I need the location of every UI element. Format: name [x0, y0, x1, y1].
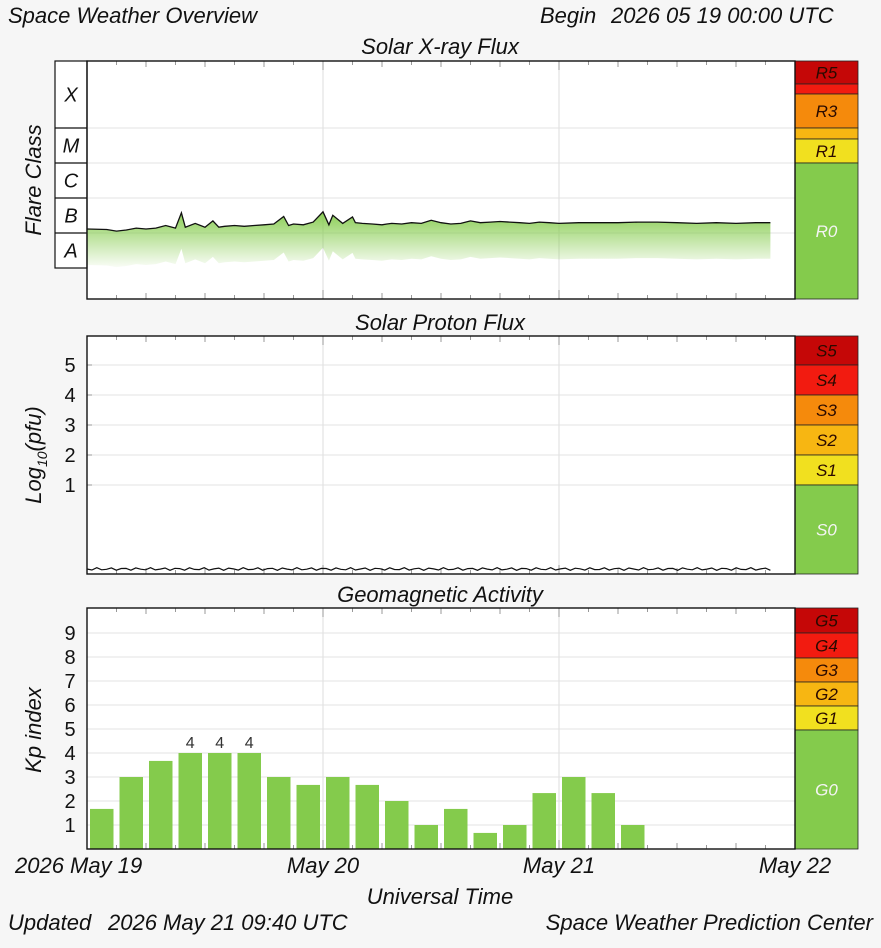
scale-label: S1: [816, 461, 837, 480]
kp-bar: [119, 777, 143, 849]
proton-title: Solar Proton Flux: [355, 310, 526, 335]
scale-label: G1: [815, 709, 838, 728]
flare-class-label: B: [64, 206, 77, 228]
kp-bar: [414, 825, 438, 849]
scale-label: S5: [816, 342, 837, 361]
begin-label: Begin: [540, 3, 596, 28]
scale-label: S2: [816, 431, 837, 450]
updated-value: 2026 May 21 09:40 UTC: [107, 910, 348, 935]
kp-bar: [444, 808, 468, 849]
xray-title: Solar X-ray Flux: [361, 34, 520, 59]
kp-ytick-label: 7: [64, 671, 75, 693]
scale-segment: [794, 93, 859, 129]
scale-label: S0: [816, 521, 837, 540]
kp-bar: [473, 832, 497, 849]
xaxis-tick-label: May 21: [523, 853, 595, 878]
scale-label: G2: [815, 685, 838, 704]
kp-bar: [237, 753, 261, 849]
kp-bar: [267, 777, 291, 849]
xray-ylabel: Flare Class: [21, 124, 46, 235]
proton-ytick-label: 3: [64, 415, 75, 437]
kp-ytick-label: 9: [64, 623, 75, 645]
scale-segment: [794, 162, 859, 300]
kp-bar: [503, 825, 527, 849]
kp-ytick-label: 2: [64, 791, 75, 813]
scale-label: G0: [815, 781, 838, 800]
kp-bar: [296, 784, 320, 849]
kp-bar: [355, 784, 379, 849]
proton-ylabel: Log10(pfu): [21, 406, 50, 504]
xaxis-tick-label: 2026 May 19: [14, 853, 142, 878]
scale-label: R1: [816, 142, 838, 161]
scale-label: R3: [816, 102, 838, 121]
xaxis-label: Universal Time: [367, 884, 514, 909]
scale-label: G3: [815, 661, 838, 680]
proton-ytick-label: 1: [64, 475, 75, 497]
updated-label: Updated: [8, 910, 92, 935]
kp-bar: [532, 793, 556, 849]
credit-text: Space Weather Prediction Center: [546, 910, 875, 935]
kp-bar-label: 4: [186, 735, 195, 752]
xray-plot-area: [87, 61, 795, 299]
kp-ytick-label: 5: [64, 719, 75, 741]
kp-ytick-label: 4: [64, 743, 75, 765]
scale-segment: [794, 484, 859, 575]
scale-segment: [794, 335, 859, 366]
kp-bar: [326, 777, 350, 849]
proton-ytick-label: 2: [64, 445, 75, 467]
flare-class-label: X: [63, 85, 78, 107]
flare-class-label: C: [64, 171, 79, 193]
proton-ytick-label: 5: [64, 355, 75, 377]
scale-segment: [794, 657, 859, 683]
kp-bar: [178, 753, 202, 849]
kp-ytick-label: 1: [64, 815, 75, 837]
scale-label: S3: [816, 401, 837, 420]
scale-label: S4: [816, 371, 837, 390]
scale-segment: [794, 632, 859, 659]
kp-bar: [562, 777, 586, 849]
scale-segment: [794, 705, 859, 731]
scale-label: R5: [816, 64, 838, 83]
geomag-title: Geomagnetic Activity: [337, 582, 545, 607]
scale-segment: [794, 83, 859, 95]
kp-ytick-label: 8: [64, 647, 75, 669]
proton-flux-line: [86, 567, 771, 571]
xray-plot-border: [86, 60, 796, 300]
scale-segment: [794, 138, 859, 164]
kp-bar: [385, 801, 409, 849]
flare-class-label: A: [63, 241, 77, 263]
begin-value: 2026 05 19 00:00 UTC: [610, 3, 834, 28]
scale-segment: [794, 127, 859, 140]
xray-flux-line: [86, 210, 771, 232]
kp-bar: [621, 825, 645, 849]
page-title: Space Weather Overview: [8, 3, 259, 28]
proton-plot-border: [86, 335, 796, 575]
kp-ytick-label: 6: [64, 695, 75, 717]
scale-label: G5: [815, 612, 838, 631]
flare-class-label: M: [63, 136, 80, 158]
scale-segment: [794, 424, 859, 456]
scale-label: R0: [816, 222, 838, 241]
geomag-plot-border: [86, 607, 796, 850]
kp-bar-label: 4: [215, 735, 224, 752]
kp-bar: [208, 753, 232, 849]
kp-bar: [591, 793, 615, 849]
scale-segment: [794, 729, 859, 850]
kp-bar: [149, 760, 173, 849]
scale-segment: [794, 454, 859, 486]
scale-label: G4: [815, 637, 838, 656]
kp-bar: [90, 808, 114, 849]
geomag-ylabel: Kp index: [21, 686, 46, 773]
kp-ytick-label: 3: [64, 767, 75, 789]
xaxis-tick-label: May 22: [759, 853, 831, 878]
proton-ytick-label: 4: [64, 385, 75, 407]
kp-bar-label: 4: [245, 735, 254, 752]
xaxis-tick-label: May 20: [287, 853, 360, 878]
